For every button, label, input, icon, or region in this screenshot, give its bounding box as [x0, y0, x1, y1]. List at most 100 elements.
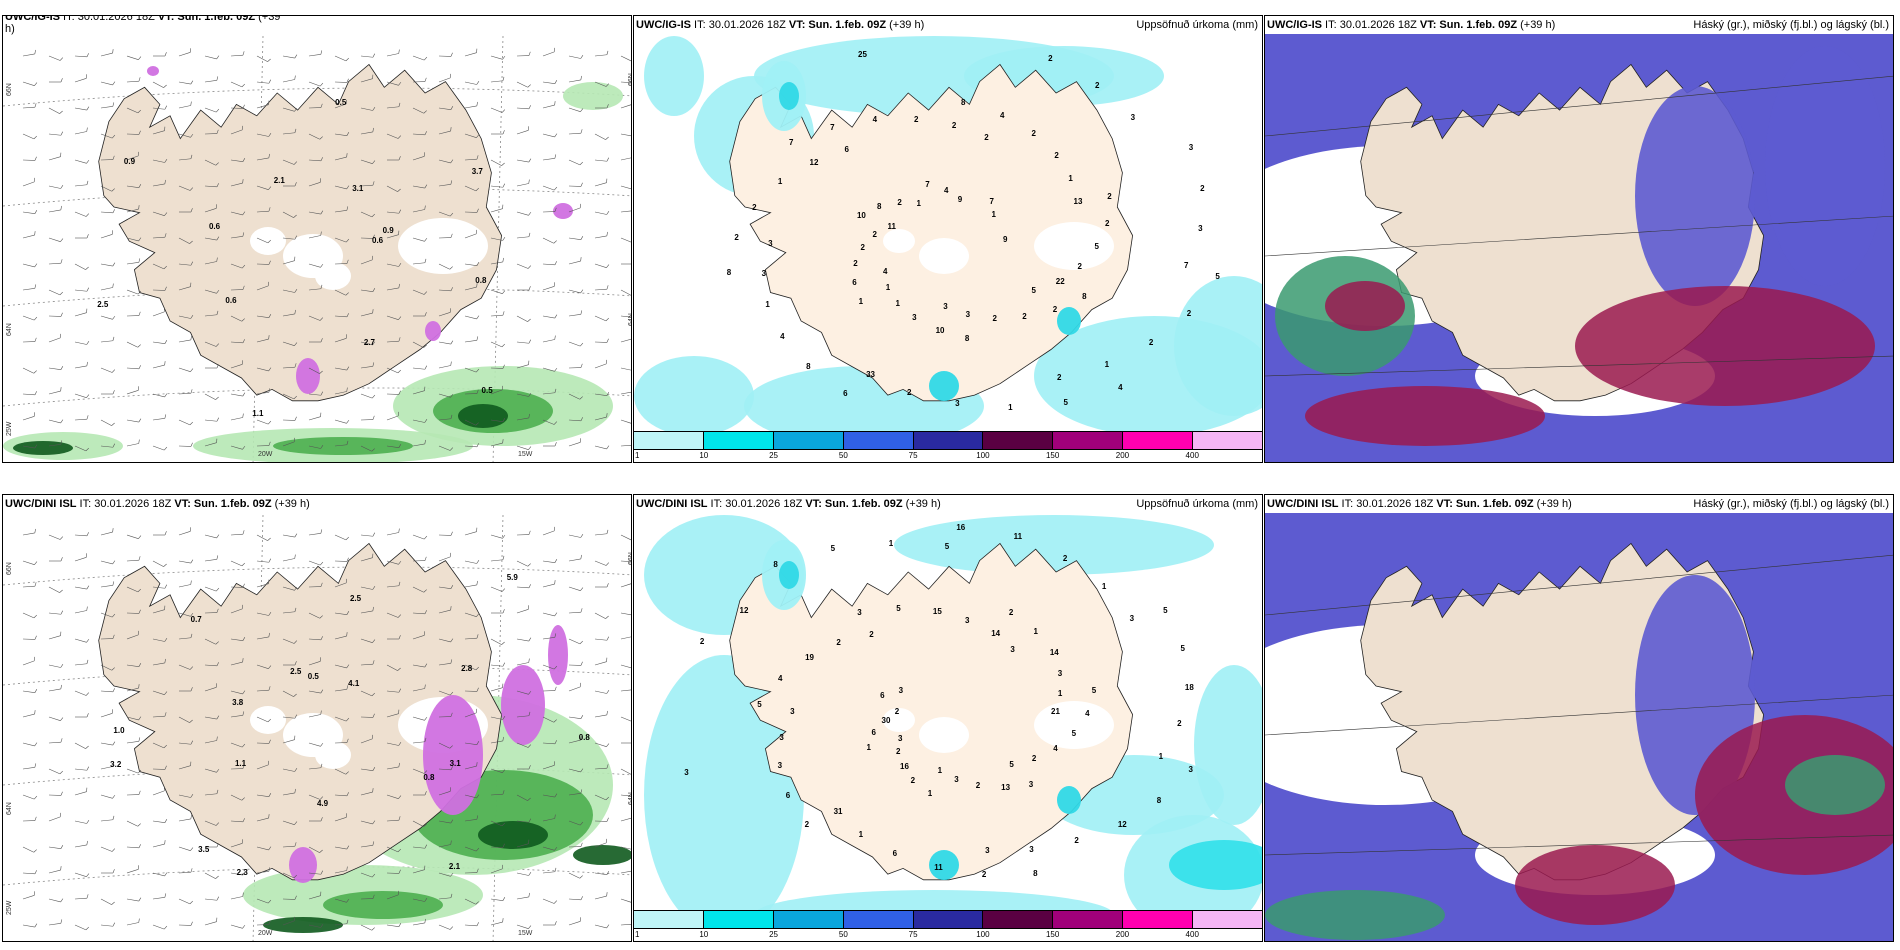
wind-barb [360, 255, 373, 265]
wind-barb [152, 179, 166, 187]
wind-barb [204, 55, 220, 60]
glacier [250, 706, 286, 734]
wind-barb [438, 766, 453, 771]
wind-barb [74, 787, 88, 796]
wind-barb [126, 418, 142, 423]
low-cloud-area [1265, 890, 1445, 940]
wind-barb [360, 553, 374, 562]
value-label: 4 [1118, 382, 1123, 392]
wind-barb [22, 560, 38, 565]
value-label: 7 [789, 138, 794, 148]
value-label: 0.6 [372, 236, 384, 245]
wind-barb [386, 209, 402, 214]
wind-barb [308, 742, 324, 747]
wind-barb [464, 664, 480, 671]
wind-barb [568, 203, 581, 213]
value-label: 16 [900, 761, 909, 771]
mid-cloud-area [1325, 281, 1405, 331]
value-label: 2 [992, 313, 997, 323]
wind-barb [594, 392, 610, 396]
wind-barb [542, 867, 557, 874]
wind-barb [22, 763, 37, 770]
wind-barb [438, 211, 454, 217]
wind-barb [490, 159, 505, 166]
wind-barb [308, 178, 321, 187]
wind-barb [386, 794, 402, 799]
wind-barb [178, 761, 192, 770]
wind-barb [412, 289, 428, 295]
wind-barb [22, 133, 38, 140]
wind-barb [516, 158, 532, 163]
wind-barb [256, 260, 271, 265]
value-label: 30 [881, 715, 891, 725]
wind-barb [152, 263, 168, 270]
wind-barb [204, 683, 217, 692]
value-label: 4.9 [316, 798, 329, 808]
wind-barb [594, 210, 610, 215]
wind-barb [334, 845, 350, 850]
value-label: 2 [896, 747, 901, 757]
header-vt: VT: Sun. 1.feb. 09Z [1419, 19, 1518, 31]
wind-barb [22, 231, 36, 239]
panel-header: UWC/IG-IS IT: 30.01.2026 18Z VT: Sun. 1.… [1267, 19, 1555, 31]
wind-barb [74, 74, 87, 83]
wind-barb [464, 48, 478, 57]
wind-barb [282, 159, 298, 165]
value-label: 2 [1200, 183, 1205, 193]
wind-barb [360, 341, 376, 346]
wind-barb [464, 868, 479, 874]
wind-barb [100, 741, 116, 746]
wind-barb [126, 386, 139, 395]
wind-barb [152, 924, 168, 930]
wind-barb [230, 871, 246, 876]
wind-barb [360, 234, 375, 239]
wind-barb [75, 234, 89, 239]
wind-barb [413, 791, 427, 796]
wind-barb [542, 814, 556, 822]
wind-barb [256, 100, 270, 109]
wind-barb [334, 866, 348, 874]
wind-barb [100, 634, 115, 640]
wind-barb [438, 690, 454, 696]
wind-barb [516, 392, 532, 397]
wind-barb [48, 663, 64, 668]
wind-barb [594, 817, 609, 822]
value-label: 31 [833, 806, 843, 816]
wind-barb [230, 604, 243, 614]
wind-barb [620, 185, 631, 190]
wind-barb [178, 101, 192, 109]
value-label: 1.1 [234, 759, 247, 769]
value-label: 2 [872, 230, 877, 240]
wind-barb [48, 919, 63, 926]
wind-barb [48, 131, 64, 136]
wind-barb [568, 917, 581, 926]
intense-precip [296, 358, 320, 394]
wind-barb [490, 76, 505, 83]
wind-barb [568, 54, 584, 59]
wind-barb [412, 631, 425, 640]
value-label: 3 [1057, 669, 1063, 678]
intense-precip [425, 321, 441, 341]
wind-barb [204, 917, 218, 926]
value-label: 2.1 [273, 176, 285, 186]
value-label: 2 [752, 202, 757, 212]
wind-barb [594, 764, 609, 770]
wind-barb [308, 710, 322, 718]
wind-barb [256, 281, 269, 291]
wind-barb [282, 767, 298, 772]
wind-barb [412, 237, 428, 242]
high-cloud-area [1765, 46, 1885, 286]
wind-barb [230, 530, 245, 536]
value-label: 7 [830, 122, 835, 132]
precip-area [563, 82, 623, 110]
wind-barb [360, 106, 376, 111]
wind-barb [256, 846, 272, 851]
wind-barb [490, 439, 504, 447]
wind-barb [490, 662, 506, 667]
wind-barb [464, 80, 480, 85]
wind-barb [22, 794, 38, 800]
wind-barb [386, 283, 400, 291]
wind-barb [594, 231, 608, 239]
wind-barb [283, 661, 297, 666]
wind-barb [308, 560, 324, 566]
